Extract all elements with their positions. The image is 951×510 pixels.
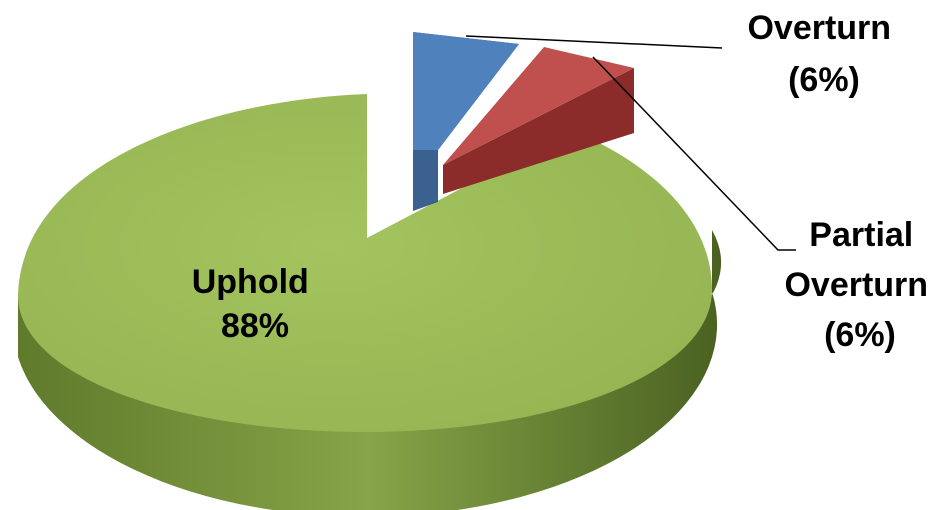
overturn-label-name: Overturn — [747, 9, 891, 47]
partial-overturn-label-value: (6%) — [824, 316, 896, 354]
partial-overturn-label: Partial Overturn (6%) — [784, 216, 937, 354]
slice-partial-overturn-side — [443, 68, 634, 194]
uphold-label-name: Uphold — [192, 263, 309, 301]
partial-overturn-label-name: Partial — [809, 216, 913, 254]
partial-overturn-label-name-2: Overturn — [784, 266, 928, 304]
overturn-leader-line — [465, 35, 723, 49]
slice-uphold — [18, 94, 712, 432]
uphold-label-value: 88% — [221, 307, 289, 345]
overturn-label: Overturn (6%) — [747, 9, 900, 99]
uphold-label: Uphold 88% — [192, 263, 319, 345]
slice-partial-overturn — [443, 47, 634, 165]
partial-overturn-leader-line — [592, 56, 796, 251]
overturn-label-value: (6%) — [788, 61, 860, 99]
slice-overturn — [413, 32, 519, 150]
slice-uphold-side — [18, 230, 722, 510]
